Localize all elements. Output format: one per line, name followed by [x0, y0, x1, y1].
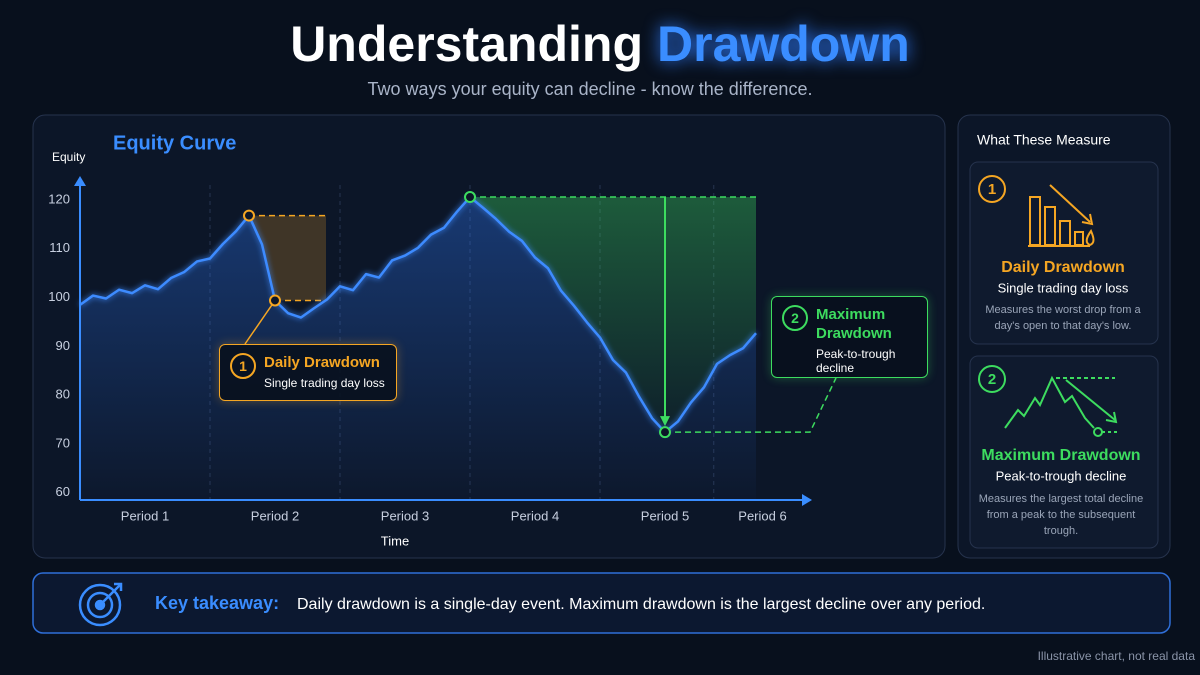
y-tick-label: 120 — [48, 191, 70, 206]
title-highlight: Drawdown — [657, 16, 910, 72]
card-number: 2 — [988, 371, 996, 388]
x-tick-label: Period 2 — [251, 508, 299, 523]
card — [969, 355, 1159, 549]
arrow-head — [660, 416, 670, 427]
y-tick-label: 60 — [56, 484, 70, 499]
leader-line — [244, 300, 276, 345]
equity-line — [79, 195, 757, 434]
card-number: 1 — [988, 181, 996, 198]
daily-drawdown-region — [249, 215, 326, 301]
y-tick-label: 70 — [56, 435, 70, 450]
x-tick-label: Period 6 — [738, 508, 786, 523]
takeaway-text: Daily drawdown is a single-day event. Ma… — [297, 596, 985, 613]
card-description: Measures the largest total decline from … — [978, 493, 1144, 537]
y-tick-label: 80 — [56, 387, 70, 402]
annotation-title: Daily Drawdown — [264, 354, 380, 371]
chart-title: Equity Curve — [113, 132, 236, 154]
area — [80, 197, 756, 500]
x-axis-label: Time — [381, 533, 409, 548]
y-tick-label: 110 — [49, 240, 70, 255]
trough-leader-line — [665, 377, 837, 433]
x-tick-label: Period 5 — [641, 508, 689, 523]
page-title: Understanding Drawdown — [290, 16, 910, 72]
point-marker — [269, 294, 281, 307]
annotation-box: 2 Maximum Drawdown Peak-to-trough decline — [771, 296, 928, 378]
target-icon — [78, 582, 123, 627]
axis-arrow — [74, 176, 86, 186]
subtitle: Two ways your equity can decline - know … — [368, 79, 813, 99]
annotation-text: Single trading day loss — [264, 376, 385, 390]
point-marker — [243, 209, 255, 222]
annotation-number: 1 — [230, 353, 256, 379]
icon — [1004, 375, 1118, 437]
x-tick-label: Period 4 — [511, 508, 559, 523]
annotation-title: Maximum Drawdown — [816, 306, 892, 342]
y-tick-label: 90 — [56, 338, 70, 353]
x-tick-label: Period 3 — [381, 508, 429, 523]
card-description: Measures the worst drop from a day's ope… — [985, 304, 1141, 332]
max-drawdown-region — [470, 197, 756, 433]
icon — [1028, 184, 1095, 247]
card-title: Daily Drawdown — [1001, 259, 1125, 276]
takeaway-box — [32, 572, 1171, 634]
footer-note: Illustrative chart, not real data — [1038, 649, 1196, 663]
axis-arrow — [802, 494, 812, 506]
card — [969, 161, 1159, 345]
point-marker — [464, 191, 476, 204]
plot: 60 70 80 90 100 110 120 Period 1 Period 2 Period … — [48, 185, 837, 523]
annotation-text: Peak-to-trough decline — [816, 347, 896, 375]
title-main: Understanding — [290, 16, 643, 72]
point-marker — [659, 426, 671, 439]
card-title: Maximum Drawdown — [981, 447, 1140, 464]
y-axis-label: Equity — [52, 150, 85, 164]
panel-title: What These Measure — [977, 132, 1111, 148]
takeaway-label: Key takeaway: — [155, 593, 279, 613]
annotation-number: 2 — [782, 305, 808, 331]
number-badge — [978, 365, 1006, 393]
card-subtitle: Single trading day loss — [998, 280, 1129, 295]
x-tick-label: Period 1 — [121, 508, 169, 523]
card-subtitle: Peak-to-trough decline — [996, 468, 1127, 483]
annotation-box: 1 Daily Drawdown Single trading day loss — [219, 344, 397, 401]
number-badge — [978, 175, 1006, 203]
y-tick-label: 100 — [48, 289, 70, 304]
